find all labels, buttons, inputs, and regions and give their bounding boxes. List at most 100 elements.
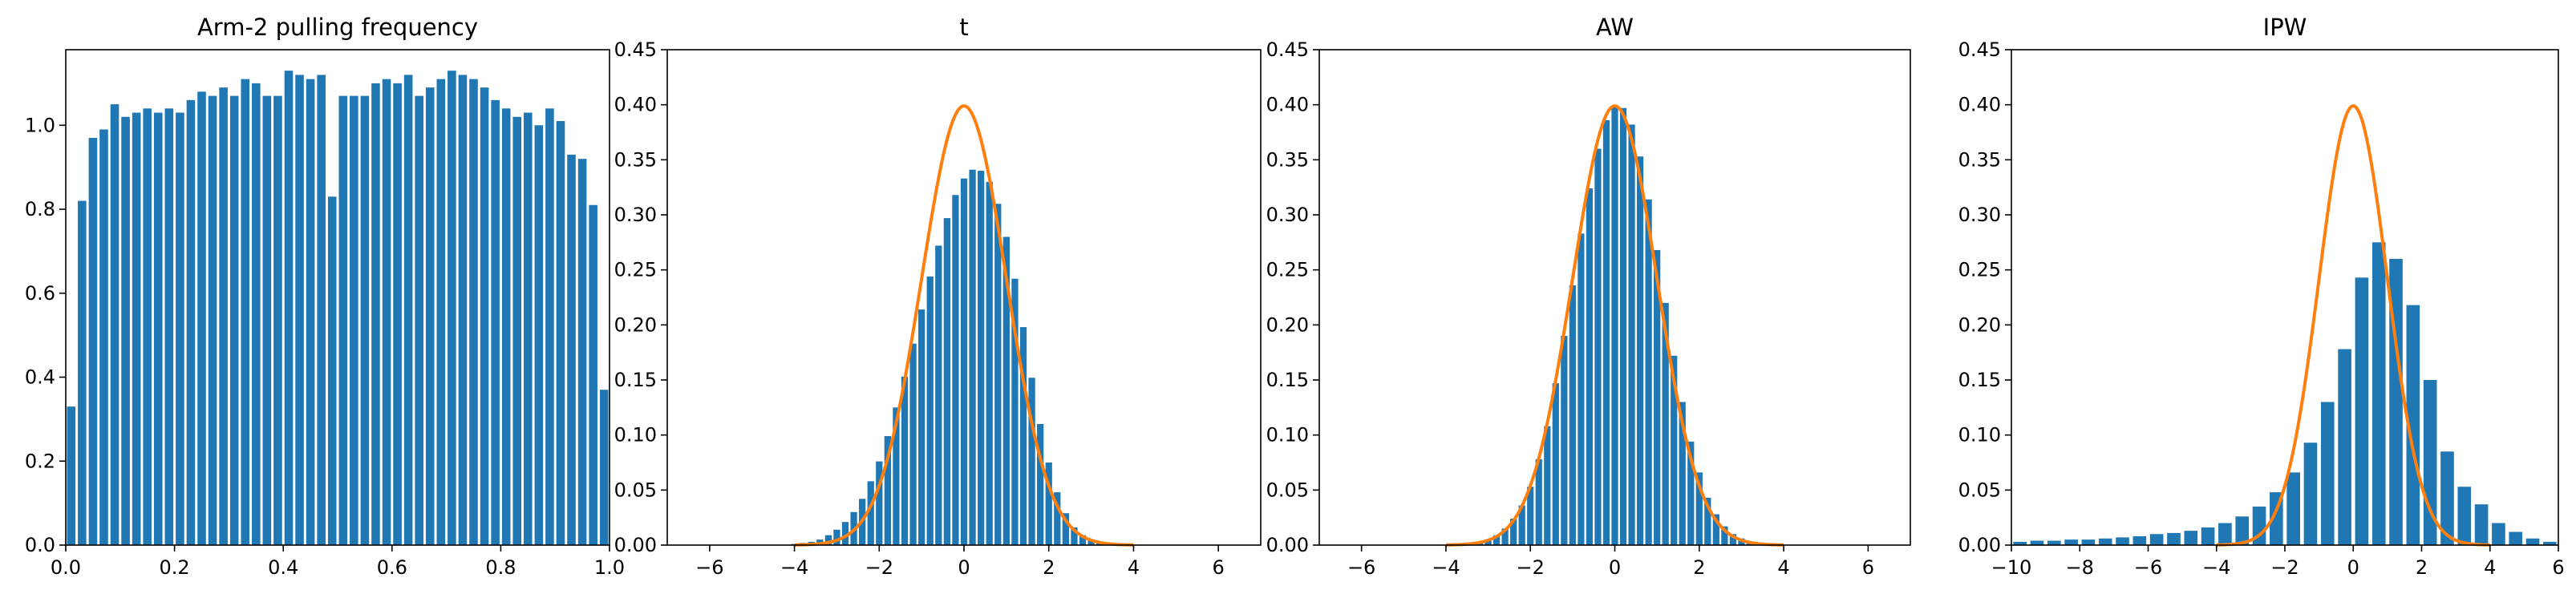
bar bbox=[2132, 536, 2147, 545]
bar bbox=[534, 125, 544, 545]
bar bbox=[1493, 535, 1501, 545]
chart-title: AW bbox=[1596, 14, 1634, 41]
bar bbox=[1602, 119, 1610, 545]
bar bbox=[556, 121, 565, 545]
bar bbox=[1561, 336, 1568, 545]
y-tick-label: 0.40 bbox=[1266, 94, 1309, 116]
bar bbox=[284, 71, 294, 545]
y-tick-label: 0.8 bbox=[25, 198, 55, 220]
bar bbox=[909, 343, 917, 545]
bar bbox=[273, 95, 282, 546]
y-tick-label: 0.15 bbox=[1958, 369, 2001, 391]
y-tick-label: 0.25 bbox=[614, 259, 657, 281]
bar bbox=[176, 112, 184, 545]
bar bbox=[241, 79, 250, 545]
bar bbox=[403, 75, 413, 546]
bar bbox=[2030, 540, 2044, 545]
bar bbox=[1671, 355, 1678, 545]
y-tick-label: 0.45 bbox=[1266, 38, 1309, 61]
bar bbox=[415, 95, 423, 546]
y-tick-label: 0.40 bbox=[1958, 94, 2001, 116]
bar bbox=[67, 406, 76, 545]
x-tick-label: 6 bbox=[1862, 556, 1874, 579]
bar bbox=[295, 75, 304, 546]
bar bbox=[501, 108, 511, 545]
bar bbox=[545, 108, 554, 545]
bar bbox=[2543, 541, 2557, 545]
bar bbox=[969, 169, 976, 545]
bar bbox=[893, 407, 900, 545]
bar bbox=[2167, 532, 2181, 545]
bar bbox=[1611, 107, 1618, 545]
bar bbox=[317, 75, 326, 546]
bar bbox=[1729, 534, 1736, 545]
bar bbox=[2218, 523, 2232, 545]
bar bbox=[1704, 497, 1711, 545]
x-tick-label: −6 bbox=[1347, 556, 1375, 579]
y-tick-label: 0.00 bbox=[1266, 534, 1309, 556]
bar bbox=[1569, 285, 1576, 545]
bar bbox=[2525, 538, 2540, 545]
bar bbox=[833, 529, 840, 545]
y-tick-label: 0.05 bbox=[1958, 479, 2001, 501]
bar bbox=[867, 481, 874, 545]
y-tick-label: 0.15 bbox=[1266, 369, 1309, 391]
bar bbox=[884, 436, 891, 545]
y-tick-label: 0.35 bbox=[614, 148, 657, 171]
bar bbox=[491, 99, 500, 546]
x-tick-label: −2 bbox=[2270, 556, 2299, 579]
bar bbox=[2064, 539, 2078, 545]
normal-density-curve bbox=[794, 104, 1134, 547]
bar bbox=[512, 116, 522, 546]
y-tick-label: 0.20 bbox=[1266, 313, 1309, 336]
y-tick-label: 0.30 bbox=[1958, 204, 2001, 226]
bar bbox=[2492, 523, 2505, 545]
bar bbox=[2440, 451, 2454, 545]
y-tick-label: 0.45 bbox=[1958, 38, 2001, 61]
bar bbox=[1028, 378, 1035, 545]
y-tick-label: 0.10 bbox=[1958, 424, 2001, 446]
bar bbox=[824, 535, 832, 545]
bar bbox=[350, 95, 358, 546]
bar bbox=[1527, 487, 1534, 545]
bar bbox=[1088, 539, 1095, 545]
bar bbox=[1071, 527, 1078, 545]
bar bbox=[2509, 531, 2523, 545]
bar bbox=[1054, 492, 1061, 545]
bar bbox=[1045, 463, 1052, 545]
bar bbox=[2406, 305, 2420, 545]
bar bbox=[2286, 472, 2300, 545]
x-tick-label: 0 bbox=[1609, 556, 1621, 579]
bar bbox=[1594, 148, 1602, 545]
bar bbox=[78, 200, 87, 546]
chart-title: Arm-2 pulling frequency bbox=[197, 14, 478, 41]
bar bbox=[952, 195, 959, 545]
bar bbox=[1628, 124, 1635, 545]
chart-title: IPW bbox=[2263, 14, 2307, 41]
y-tick-label: 0.6 bbox=[25, 282, 55, 305]
bar bbox=[2201, 527, 2215, 545]
bar bbox=[1484, 539, 1492, 545]
bar bbox=[2013, 541, 2027, 545]
y-tick-label: 0.00 bbox=[1958, 534, 2001, 556]
bar bbox=[1002, 236, 1010, 545]
bar bbox=[360, 95, 370, 546]
bar bbox=[960, 178, 968, 545]
bar bbox=[2081, 539, 2096, 545]
bar bbox=[943, 218, 950, 545]
x-tick-label: 4 bbox=[1128, 556, 1140, 579]
y-tick-label: 0.35 bbox=[1958, 148, 2001, 171]
bar bbox=[1578, 233, 1585, 545]
bar bbox=[458, 75, 468, 546]
bar bbox=[901, 376, 909, 545]
bar bbox=[469, 79, 478, 545]
y-tick-label: 1.0 bbox=[25, 114, 55, 136]
bar bbox=[2098, 538, 2112, 545]
x-tick-label: 0.6 bbox=[377, 556, 407, 579]
bar bbox=[918, 309, 925, 545]
bar bbox=[382, 79, 391, 545]
y-tick-label: 0.20 bbox=[1958, 313, 2001, 336]
x-tick-label: −2 bbox=[1517, 556, 1545, 579]
bar bbox=[2474, 504, 2489, 545]
bar bbox=[2355, 277, 2369, 545]
